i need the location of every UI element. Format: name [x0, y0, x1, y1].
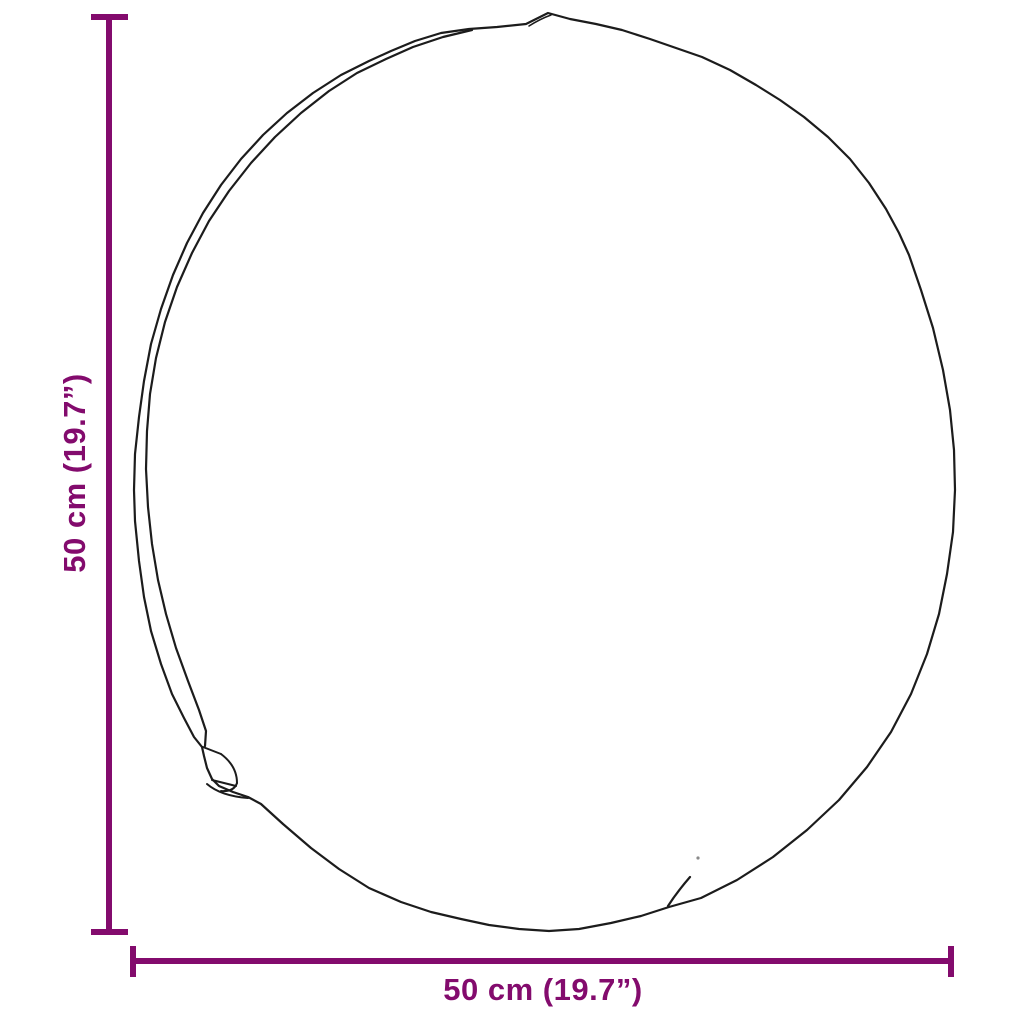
cushion-outer-outline: [132, 11, 957, 933]
crease-line: [666, 875, 692, 908]
width-dimension-label: 50 cm (19.7”): [443, 972, 643, 1007]
cushion-inner-seam-line: [144, 28, 474, 748]
speck-dot: [696, 856, 700, 860]
dimension-lines: [91, 14, 954, 977]
product-outline: [132, 11, 957, 933]
top-notch-stroke: [528, 14, 552, 27]
fabric-fold-detail: [202, 746, 249, 799]
height-dimension-label: 50 cm (19.7”): [57, 373, 92, 573]
